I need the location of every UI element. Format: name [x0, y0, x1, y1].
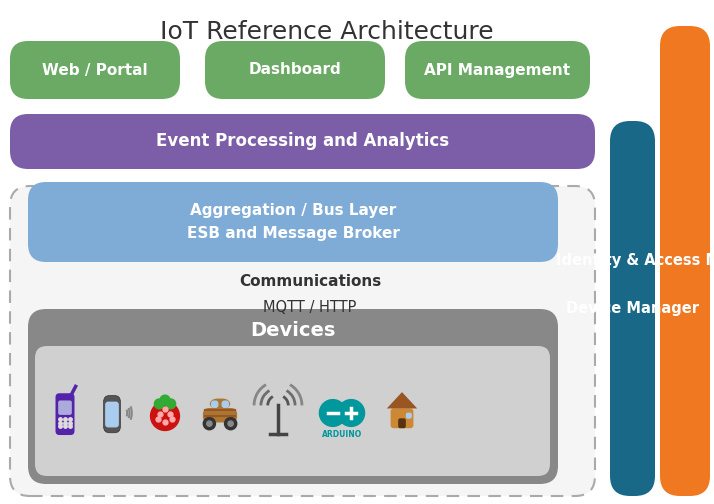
Circle shape — [338, 400, 365, 426]
FancyBboxPatch shape — [105, 402, 119, 427]
FancyBboxPatch shape — [10, 41, 180, 99]
Text: Web / Portal: Web / Portal — [42, 62, 148, 78]
FancyBboxPatch shape — [10, 114, 595, 169]
Circle shape — [319, 400, 346, 426]
FancyBboxPatch shape — [610, 121, 655, 496]
FancyBboxPatch shape — [205, 41, 385, 99]
FancyBboxPatch shape — [406, 413, 412, 419]
FancyBboxPatch shape — [58, 401, 72, 415]
Circle shape — [225, 417, 237, 430]
FancyBboxPatch shape — [203, 408, 237, 422]
Polygon shape — [387, 392, 417, 408]
Circle shape — [203, 417, 216, 430]
FancyBboxPatch shape — [660, 26, 710, 496]
Circle shape — [206, 421, 212, 426]
FancyBboxPatch shape — [28, 182, 558, 262]
Text: Identity & Access Management: Identity & Access Management — [556, 254, 714, 269]
Circle shape — [166, 399, 176, 409]
FancyBboxPatch shape — [28, 309, 558, 484]
Circle shape — [154, 399, 164, 409]
Circle shape — [228, 421, 233, 426]
Text: Event Processing and Analytics: Event Processing and Analytics — [156, 133, 449, 151]
FancyBboxPatch shape — [35, 346, 550, 476]
Text: Aggregation / Bus Layer
ESB and Message Broker: Aggregation / Bus Layer ESB and Message … — [186, 204, 399, 240]
FancyBboxPatch shape — [104, 396, 121, 433]
Text: Devices: Devices — [251, 322, 336, 341]
Text: Device Manager: Device Manager — [566, 301, 699, 316]
Text: Dashboard: Dashboard — [248, 62, 341, 78]
FancyBboxPatch shape — [221, 401, 229, 408]
FancyBboxPatch shape — [209, 399, 231, 409]
FancyBboxPatch shape — [10, 186, 595, 496]
Text: API Management: API Management — [424, 62, 570, 78]
Text: IoT Reference Architecture: IoT Reference Architecture — [160, 20, 494, 44]
Circle shape — [151, 402, 179, 430]
FancyBboxPatch shape — [405, 41, 590, 99]
Text: Communications: Communications — [239, 274, 381, 288]
Text: ARDUINO: ARDUINO — [322, 430, 362, 439]
FancyBboxPatch shape — [391, 408, 413, 428]
Text: MQTT / HTTP: MQTT / HTTP — [263, 299, 357, 314]
FancyBboxPatch shape — [56, 393, 74, 435]
Circle shape — [160, 395, 170, 405]
FancyBboxPatch shape — [398, 418, 406, 428]
FancyBboxPatch shape — [211, 401, 218, 408]
